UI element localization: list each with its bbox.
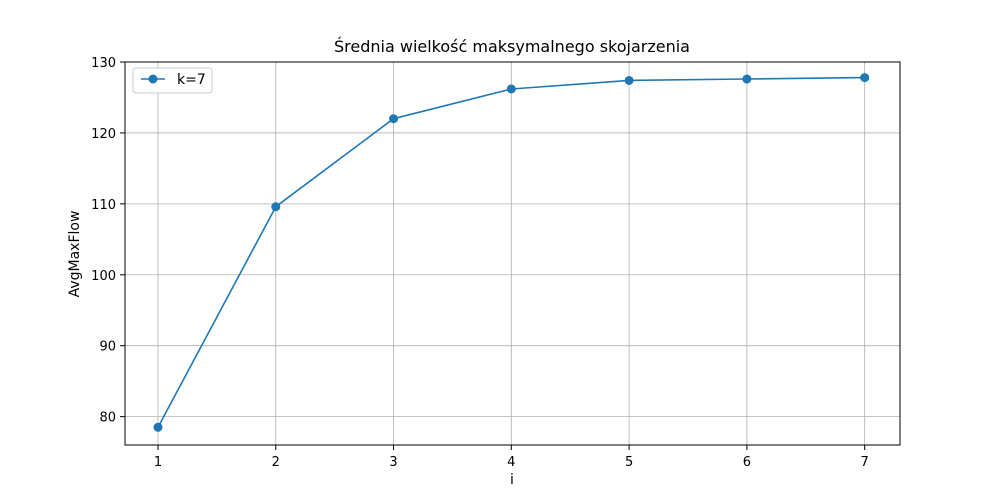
y-tick-label: 80 bbox=[99, 411, 116, 426]
x-tick-label: 3 bbox=[389, 455, 397, 470]
grid bbox=[125, 61, 900, 445]
plot-frame bbox=[124, 61, 901, 446]
y-tick-label: 110 bbox=[91, 198, 116, 213]
series-layer bbox=[153, 73, 870, 432]
y-tick-label: 100 bbox=[91, 269, 116, 284]
y-tick-label: 90 bbox=[99, 340, 116, 355]
data-point bbox=[742, 74, 752, 84]
data-point bbox=[860, 73, 870, 83]
x-tick-label: 4 bbox=[507, 455, 515, 470]
x-tick-label: 5 bbox=[625, 455, 633, 470]
x-tick-label: 7 bbox=[861, 455, 869, 470]
y-tick-label: 130 bbox=[91, 56, 116, 71]
legend-label: k=7 bbox=[177, 72, 206, 88]
y-tick-label: 120 bbox=[91, 127, 116, 142]
data-point bbox=[271, 202, 281, 212]
legend: k=7 bbox=[132, 67, 213, 94]
data-point bbox=[624, 75, 634, 85]
data-point bbox=[153, 422, 163, 432]
x-tick-label: 1 bbox=[154, 455, 162, 470]
chart-title: Średnia wielkość maksymalnego skojarzeni… bbox=[334, 37, 690, 56]
legend-marker bbox=[148, 74, 158, 84]
data-point bbox=[389, 114, 399, 124]
x-tick-label: 2 bbox=[272, 455, 280, 470]
x-axis-label: i bbox=[510, 472, 514, 488]
data-point bbox=[506, 84, 516, 94]
y-axis: 80 90 100 110 120 130 bbox=[91, 56, 125, 426]
x-tick-label: 6 bbox=[743, 455, 751, 470]
legend-box bbox=[132, 67, 213, 94]
y-axis-label: AvgMaxFlow bbox=[67, 211, 83, 298]
x-axis: 1 2 3 4 5 6 7 bbox=[154, 445, 869, 470]
